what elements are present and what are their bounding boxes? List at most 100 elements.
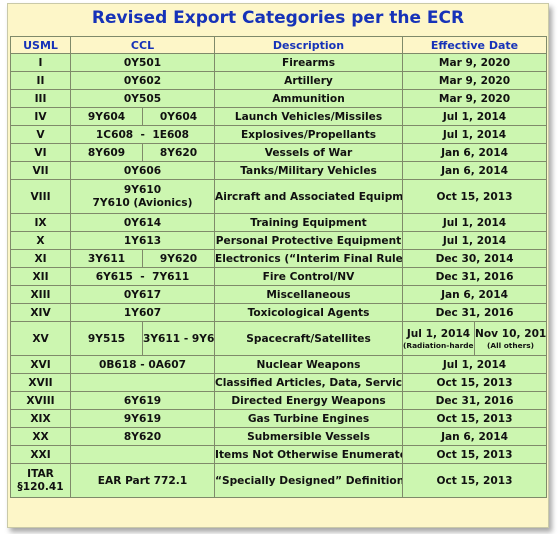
ccl-cell: 6Y619 bbox=[70, 391, 215, 410]
date-cell: Dec 31, 2016 bbox=[401, 391, 548, 410]
ccl-cell: 8Y620 bbox=[70, 427, 215, 446]
table-row: XIX 9Y619 Gas Turbine Engines Oct 15, 20… bbox=[10, 409, 548, 428]
table-row: XII 6Y615 - 7Y611 Fire Control/NV Dec 31… bbox=[10, 267, 548, 286]
ccl-line-2: 7Y610 (Avionics) bbox=[92, 196, 193, 209]
date-cell: Oct 15, 2013 bbox=[401, 373, 548, 392]
description-cell: Vessels of War bbox=[214, 143, 403, 162]
table-row: XI 3Y611 9Y620 Electronics (“Interim Fin… bbox=[10, 249, 548, 268]
description-cell: Personal Protective Equipment bbox=[214, 231, 403, 250]
usml-cell: VI bbox=[10, 143, 71, 162]
table-row: XXI Items Not Otherwise Enumerated Oct 1… bbox=[10, 445, 548, 464]
date-cell: Jul 1, 2014 bbox=[401, 107, 548, 126]
table-row: II 0Y602 Artillery Mar 9, 2020 bbox=[10, 71, 548, 90]
date-cell: Jan 6, 2014 bbox=[401, 285, 548, 304]
description-cell: Nuclear Weapons bbox=[214, 355, 403, 374]
description-cell: Spacecraft/Satellites bbox=[214, 321, 403, 356]
date-cell: Mar 9, 2020 bbox=[401, 53, 548, 72]
date-cell: Jan 6, 2014 bbox=[401, 161, 548, 180]
table-row: XIV 1Y607 Toxicological Agents Dec 31, 2… bbox=[10, 303, 548, 322]
date-cell: Jul 1, 2014 bbox=[401, 231, 548, 250]
date-b: Nov 10, 2014 bbox=[475, 327, 547, 340]
ccl-cell: 0B618 - 0A607 bbox=[70, 355, 215, 374]
usml-cell: XVI bbox=[10, 355, 71, 374]
date-b-note: (All others) bbox=[486, 340, 535, 350]
description-cell: Artillery bbox=[214, 71, 403, 90]
ccl-cell: 0Y617 bbox=[70, 285, 215, 304]
usml-cell: XII bbox=[10, 267, 71, 286]
ccl-cell: 0Y602 bbox=[70, 71, 215, 90]
description-cell: Miscellaneous bbox=[214, 285, 403, 304]
date-cell: Dec 31, 2016 bbox=[401, 267, 548, 286]
description-cell: Explosives/Propellants bbox=[214, 125, 403, 144]
usml-cell: XI bbox=[10, 249, 71, 268]
description-cell: Classified Articles, Data, Services bbox=[214, 373, 403, 392]
ccl-cell: 1C608 - 1E608 bbox=[70, 125, 215, 144]
ccl-cell bbox=[70, 445, 215, 464]
usml-cell: IV bbox=[10, 107, 71, 126]
usml-cell: V bbox=[10, 125, 71, 144]
date-cell: Jul 1, 2014 bbox=[401, 355, 548, 374]
usml-cell: VII bbox=[10, 161, 71, 180]
header-ccl: CCL bbox=[70, 36, 215, 54]
usml-cell: IX bbox=[10, 213, 71, 232]
ccl-cell: 9Y619 bbox=[70, 409, 215, 428]
usml-cell: XX bbox=[10, 427, 71, 446]
ccl-line-1: 9Y610 bbox=[123, 183, 162, 196]
description-cell: Directed Energy Weapons bbox=[214, 391, 403, 410]
ccl-cell-a: 3Y611 bbox=[70, 249, 143, 268]
usml-cell: XIV bbox=[10, 303, 71, 322]
header-effective-date: Effective Date bbox=[401, 36, 548, 54]
table-row: X 1Y613 Personal Protective Equipment Ju… bbox=[10, 231, 548, 250]
table-row: XVII Classified Articles, Data, Services… bbox=[10, 373, 548, 392]
description-cell: Firearms bbox=[214, 53, 403, 72]
date-cell: Oct 15, 2013 bbox=[401, 445, 548, 464]
date-cell: Jan 6, 2014 bbox=[401, 143, 548, 162]
usml-cell: I bbox=[10, 53, 71, 72]
usml-line-2: §120.41 bbox=[17, 480, 64, 493]
usml-cell: VIII bbox=[10, 179, 71, 214]
ccl-cell: 0Y501 bbox=[70, 53, 215, 72]
description-cell: Training Equipment bbox=[214, 213, 403, 232]
usml-cell: XV bbox=[10, 321, 71, 356]
description-cell: Ammunition bbox=[214, 89, 403, 108]
table-row: I 0Y501 Firearms Mar 9, 2020 bbox=[10, 53, 548, 72]
usml-cell: XXI bbox=[10, 445, 71, 464]
date-cell: Oct 15, 2013 bbox=[401, 409, 548, 428]
table-row: VII 0Y606 Tanks/Military Vehicles Jan 6,… bbox=[10, 161, 548, 180]
ccl-cell: 0Y606 bbox=[70, 161, 215, 180]
export-categories-table: USML CCL Description Effective Date I 0Y… bbox=[10, 36, 548, 498]
date-cell-b: Nov 10, 2014 (All others) bbox=[473, 321, 548, 356]
table-row: XIII 0Y617 Miscellaneous Jan 6, 2014 bbox=[10, 285, 548, 304]
table-row: XVIII 6Y619 Directed Energy Weapons Dec … bbox=[10, 391, 548, 410]
header-usml: USML bbox=[10, 36, 71, 54]
usml-cell: ITAR §120.41 bbox=[10, 463, 71, 498]
table-row: III 0Y505 Ammunition Mar 9, 2020 bbox=[10, 89, 548, 108]
date-a-note: (Radiation-hardened) bbox=[403, 340, 474, 350]
description-cell: Items Not Otherwise Enumerated bbox=[214, 445, 403, 464]
description-cell: “Specially Designed” Definition bbox=[214, 463, 403, 498]
table-row: XV 9Y515 3Y611 - 9Y604 Spacecraft/Satell… bbox=[10, 321, 548, 356]
table-row: V 1C608 - 1E608 Explosives/Propellants J… bbox=[10, 125, 548, 144]
ccl-cell-b: 8Y620 bbox=[142, 143, 215, 162]
table-row: XVI 0B618 - 0A607 Nuclear Weapons Jul 1,… bbox=[10, 355, 548, 374]
date-cell: Jul 1, 2014 bbox=[401, 213, 548, 232]
date-cell: Oct 15, 2013 bbox=[401, 179, 548, 214]
date-cell: Oct 15, 2013 bbox=[401, 463, 548, 498]
ccl-cell: 0Y505 bbox=[70, 89, 215, 108]
ccl-cell-a: 9Y604 bbox=[70, 107, 143, 126]
ccl-cell-a: 8Y609 bbox=[70, 143, 143, 162]
usml-cell: XIX bbox=[10, 409, 71, 428]
ccl-cell: 0Y614 bbox=[70, 213, 215, 232]
description-cell: Fire Control/NV bbox=[214, 267, 403, 286]
usml-cell: III bbox=[10, 89, 71, 108]
description-cell: Launch Vehicles/Missiles bbox=[214, 107, 403, 126]
page-title: Revised Export Categories per the ECR bbox=[91, 8, 465, 28]
ccl-cell: 6Y615 - 7Y611 bbox=[70, 267, 215, 286]
date-cell: Mar 9, 2020 bbox=[401, 89, 548, 108]
ccl-cell-b: 9Y620 bbox=[142, 249, 215, 268]
date-cell: Dec 31, 2016 bbox=[401, 303, 548, 322]
description-cell: Toxicological Agents bbox=[214, 303, 403, 322]
description-cell: Tanks/Military Vehicles bbox=[214, 161, 403, 180]
date-cell: Jan 6, 2014 bbox=[401, 427, 548, 446]
table-row: VIII 9Y610 7Y610 (Avionics) Aircraft and… bbox=[10, 179, 548, 214]
